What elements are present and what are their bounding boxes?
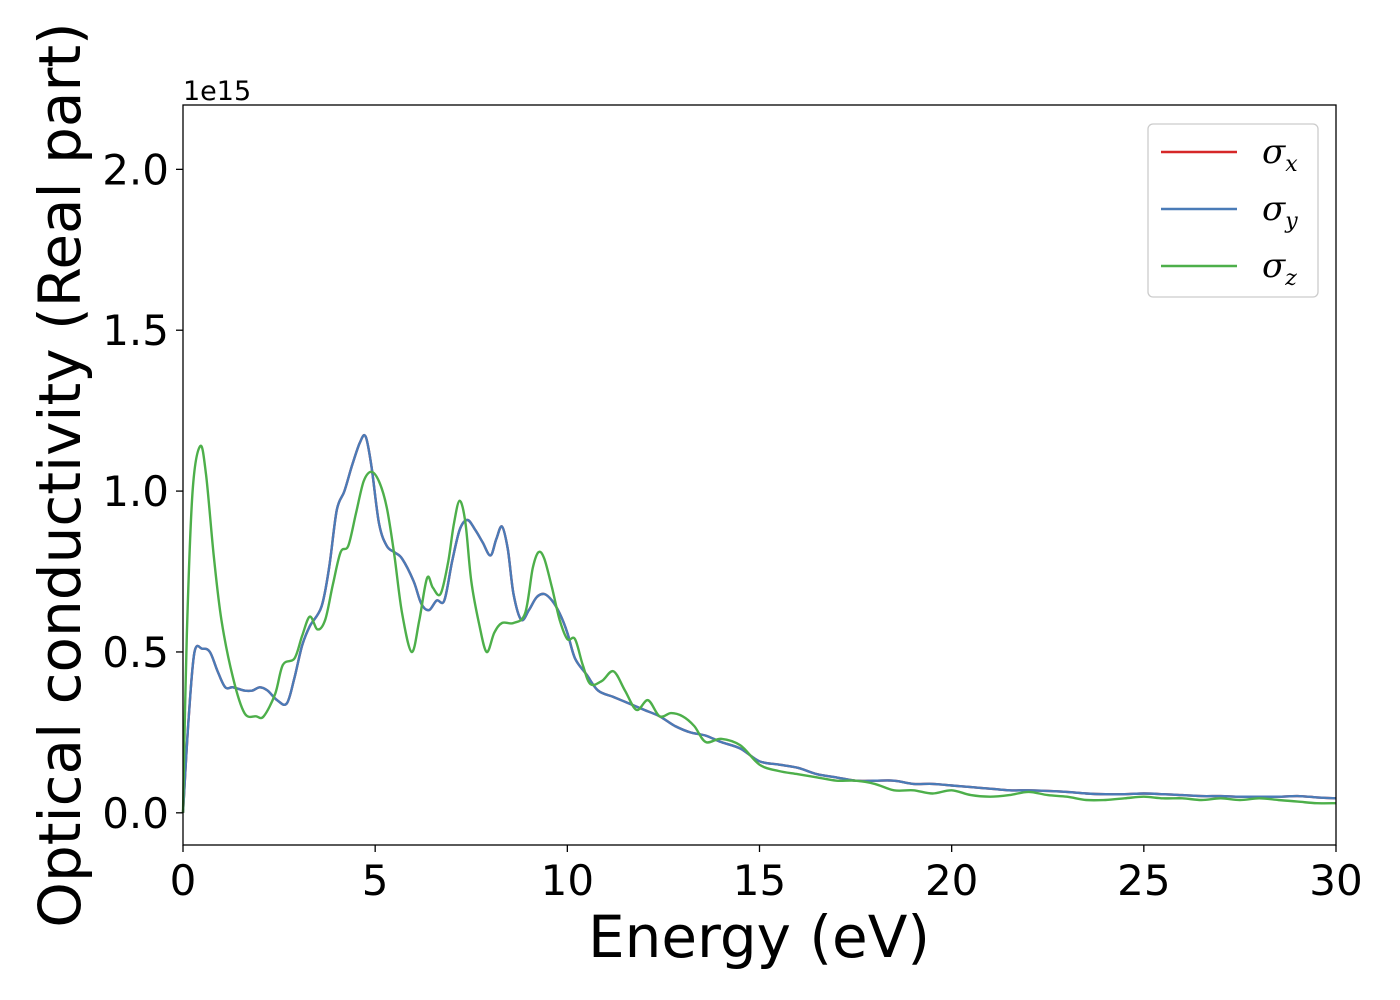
x-tick-label: 5 bbox=[362, 856, 389, 905]
x-tick-label: 30 bbox=[1309, 856, 1362, 905]
series-line-y bbox=[181, 433, 1337, 813]
x-tick-label: 10 bbox=[541, 856, 594, 905]
y-tick-label: 1.0 bbox=[102, 467, 169, 516]
y-tick-label: 1.5 bbox=[102, 306, 169, 355]
series-line-x bbox=[181, 433, 1337, 813]
y-axis-offset-label: 1e15 bbox=[183, 76, 251, 107]
series-layer bbox=[181, 433, 1337, 813]
x-axis-title: Energy (eV) bbox=[588, 903, 930, 971]
x-tick-label: 25 bbox=[1117, 856, 1170, 905]
y-tick-label: 2.0 bbox=[102, 145, 169, 194]
x-tick-label: 15 bbox=[733, 856, 786, 905]
x-axis-ticks: 0 5 10 15 20 25 30 bbox=[170, 845, 1363, 905]
y-axis-title: Optical conductivity (Real part) bbox=[26, 22, 94, 927]
legend-frame bbox=[1147, 123, 1319, 298]
y-axis-ticks: 0.0 0.5 1.0 1.5 2.0 bbox=[102, 145, 183, 838]
x-tick-label: 0 bbox=[170, 856, 197, 905]
y-tick-label: 0.5 bbox=[102, 628, 169, 677]
series-line-z bbox=[181, 444, 1337, 813]
y-tick-label: 0.0 bbox=[102, 789, 169, 838]
x-tick-label: 20 bbox=[925, 856, 978, 905]
